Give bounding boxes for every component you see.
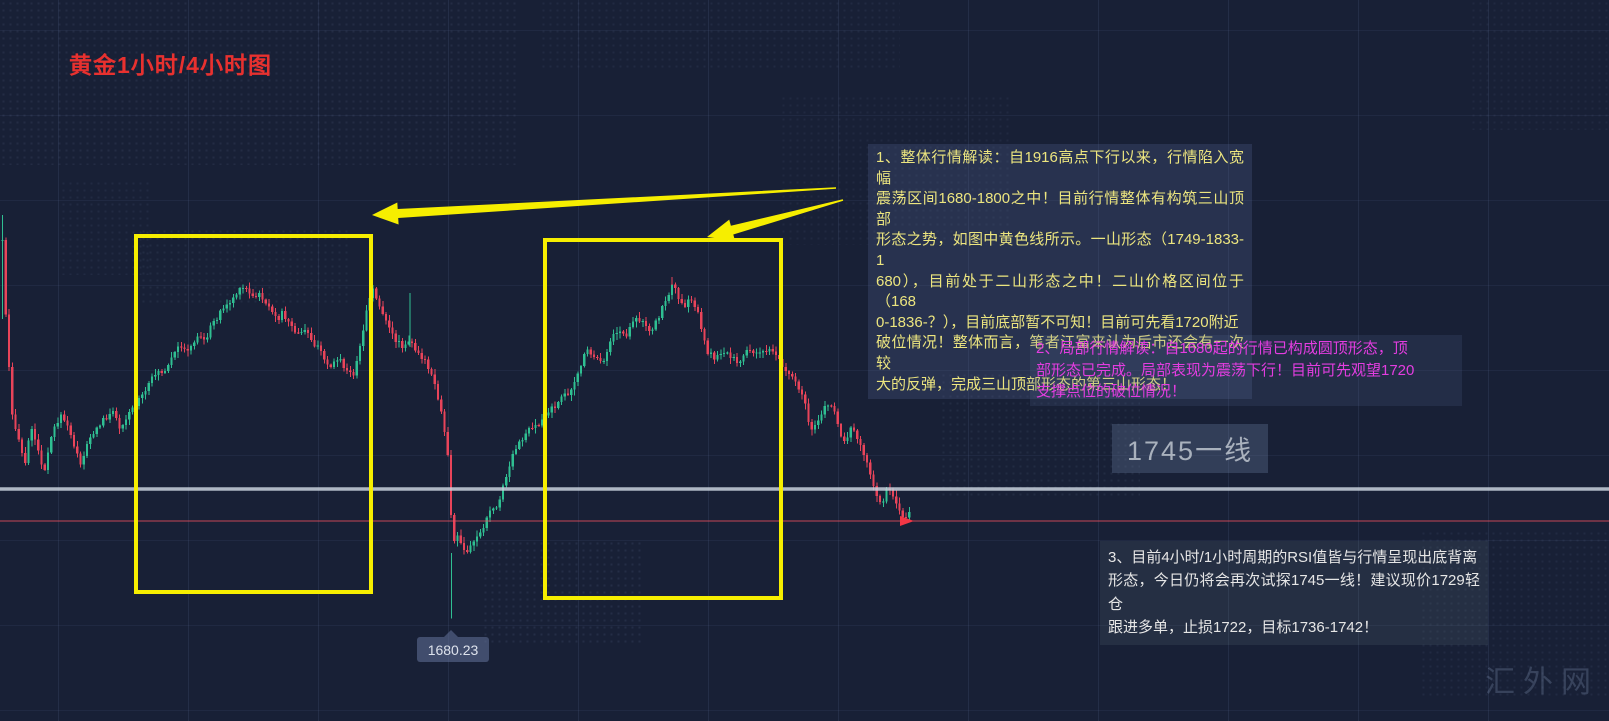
current-price-marker bbox=[900, 516, 914, 526]
map-dots-patch bbox=[140, 228, 350, 303]
analysis-note-overall: 1、整体行情解读：自1916高点下行以来，行情陷入宽幅 震荡区间1680-180… bbox=[868, 144, 1252, 400]
map-dots-patch bbox=[540, 0, 900, 70]
analysis-note-local: 2、局部行情解读：自1680起的行情已构成圆顶形态，顶 部形态已完成。局部表现为… bbox=[1030, 335, 1462, 406]
analysis-note-rsi: 3、目前4小时/1小时周期的RSI值皆与行情呈现出底背离 形态，今日仍将会再次试… bbox=[1100, 541, 1488, 645]
map-dots-patch bbox=[780, 95, 1010, 245]
price-level-label-1745: 1745一线 bbox=[1112, 424, 1269, 473]
map-dots-patch bbox=[940, 372, 1140, 497]
map-dots-patch bbox=[1470, 0, 1609, 130]
yellow-arrow bbox=[372, 187, 836, 225]
site-watermark: 汇外网 bbox=[1485, 666, 1599, 699]
map-dots-patch bbox=[1420, 530, 1609, 700]
low-price-tooltip: 1680.23 bbox=[417, 630, 489, 662]
yellow-arrow bbox=[707, 199, 844, 241]
map-dots-patch bbox=[0, 0, 520, 165]
price-level-lines bbox=[0, 487, 1609, 526]
map-dots-patch bbox=[482, 540, 642, 645]
hill-box-1 bbox=[134, 234, 373, 594]
chart-title: 黄金1小时/4小时图 bbox=[69, 52, 272, 78]
hill-box-2 bbox=[543, 238, 783, 600]
